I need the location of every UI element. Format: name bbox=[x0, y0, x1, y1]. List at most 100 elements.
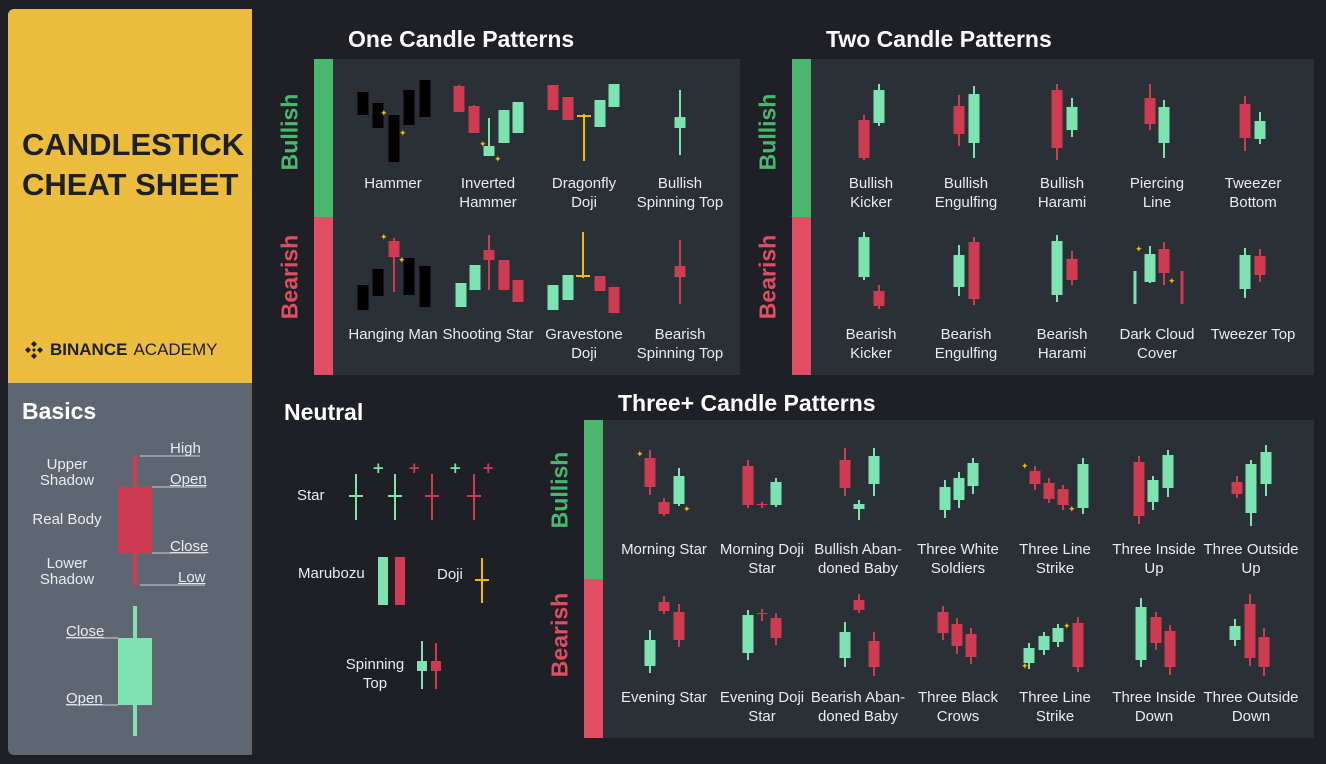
basics-heading: Basics bbox=[22, 398, 97, 424]
candle bbox=[873, 285, 885, 309]
candle bbox=[1231, 476, 1243, 498]
candle bbox=[968, 237, 980, 305]
sparkle-icon: ✦ bbox=[398, 256, 406, 266]
candle bbox=[674, 90, 686, 155]
pattern-label: Hanging Man bbox=[348, 326, 438, 343]
candle bbox=[453, 85, 465, 112]
one-candle-heading: One Candle Patterns bbox=[348, 26, 575, 52]
candle bbox=[378, 557, 388, 605]
candle bbox=[417, 641, 427, 689]
doji-candle bbox=[467, 474, 481, 520]
candle bbox=[1144, 246, 1156, 283]
marubozu-label: Marubozu bbox=[298, 565, 365, 582]
doji-candle bbox=[577, 114, 591, 161]
pattern-label: Tweezer Top bbox=[1210, 326, 1296, 343]
candle bbox=[1158, 100, 1170, 158]
candle bbox=[967, 458, 979, 494]
candle bbox=[372, 103, 384, 128]
candle bbox=[547, 85, 559, 110]
three-candle-bullish-bar bbox=[584, 420, 603, 579]
sparkle-icon: ✦ bbox=[399, 129, 407, 139]
one-candle-bearish-bar bbox=[314, 217, 333, 375]
pattern-label: Bullish Engulfing bbox=[934, 175, 998, 211]
candle bbox=[953, 95, 965, 146]
candle bbox=[873, 84, 885, 126]
candle bbox=[1038, 632, 1050, 655]
candle bbox=[455, 283, 467, 307]
candle bbox=[674, 240, 686, 304]
candle bbox=[968, 86, 980, 158]
candle bbox=[939, 480, 951, 518]
candle bbox=[1135, 598, 1147, 667]
doji-label: Doji bbox=[437, 566, 463, 583]
candle bbox=[858, 232, 870, 280]
sparkle-icon: ✦ bbox=[479, 140, 487, 150]
candle bbox=[756, 502, 768, 508]
candle bbox=[858, 115, 870, 160]
candle bbox=[1239, 96, 1251, 151]
candle bbox=[498, 260, 510, 290]
pattern-label: Inverted Hammer bbox=[459, 175, 517, 211]
candle bbox=[953, 245, 965, 296]
open-label-2: Open bbox=[66, 690, 103, 707]
candle bbox=[1144, 84, 1156, 130]
candle bbox=[395, 557, 405, 605]
spinning-top-label: Spinning Top bbox=[345, 656, 405, 692]
pattern-label: Bearish Engulfing bbox=[934, 326, 998, 362]
candle bbox=[388, 238, 400, 292]
two-candle-heading: Two Candle Patterns bbox=[826, 26, 1052, 52]
candle bbox=[853, 500, 865, 520]
title-line-1: CANDLESTICK bbox=[22, 127, 245, 162]
sparkle-icon: ✦ bbox=[380, 109, 388, 119]
one-candle-panel bbox=[314, 59, 740, 375]
sparkle-icon: ✦ bbox=[1135, 245, 1143, 255]
neutral-heading: Neutral bbox=[284, 399, 364, 425]
pattern-label: Gravestone Doji bbox=[545, 326, 623, 362]
plus-icon: + bbox=[372, 459, 385, 477]
sparkle-icon: ✦ bbox=[1068, 505, 1076, 515]
candle bbox=[594, 100, 606, 127]
two-candle-bullish-bar bbox=[792, 59, 811, 217]
candle bbox=[483, 118, 495, 156]
close-label-2: Close bbox=[66, 623, 105, 640]
pattern-label: Bullish Kicker bbox=[848, 175, 894, 211]
candle bbox=[468, 105, 480, 133]
doji-candle bbox=[475, 558, 489, 603]
candle bbox=[547, 285, 559, 310]
pattern-label: Bearish Harami bbox=[1036, 326, 1088, 362]
candle bbox=[742, 460, 754, 508]
candle bbox=[1258, 628, 1270, 676]
candle bbox=[742, 610, 754, 660]
candle bbox=[953, 472, 965, 508]
pattern-label: Evening Star bbox=[621, 689, 707, 706]
candle bbox=[839, 448, 851, 496]
candle bbox=[1077, 458, 1089, 514]
candle bbox=[644, 630, 656, 673]
candle bbox=[1023, 643, 1035, 669]
title-panel bbox=[8, 9, 252, 383]
candle bbox=[403, 90, 415, 125]
candle bbox=[1147, 476, 1159, 510]
candle bbox=[1052, 624, 1064, 647]
candle bbox=[562, 275, 574, 300]
page-title: CANDLESTICK CHEAT SHEET bbox=[22, 125, 244, 206]
candle bbox=[1245, 460, 1257, 526]
candle bbox=[673, 468, 685, 506]
pattern-label: Three Line Strike bbox=[1019, 689, 1091, 725]
sparkle-icon: ✦ bbox=[636, 450, 644, 460]
doji-candle bbox=[425, 474, 439, 520]
pattern-label: Hammer bbox=[364, 175, 422, 192]
candle bbox=[419, 266, 431, 307]
sparkle-icon: ✦ bbox=[1168, 277, 1176, 287]
lower-shadow-label: Lower Shadow bbox=[39, 555, 95, 588]
doji-candle bbox=[349, 474, 363, 520]
candle bbox=[1260, 445, 1272, 496]
sparkle-icon: ✦ bbox=[494, 155, 502, 165]
two-candle-bearish-bar bbox=[792, 217, 811, 375]
doji-candle bbox=[388, 474, 402, 520]
candle bbox=[1133, 456, 1145, 524]
plus-icon: + bbox=[449, 459, 462, 477]
pattern-label: Morning Star bbox=[621, 541, 707, 558]
candle bbox=[498, 110, 510, 143]
pattern-label: Tweezer Bottom bbox=[1224, 175, 1282, 211]
